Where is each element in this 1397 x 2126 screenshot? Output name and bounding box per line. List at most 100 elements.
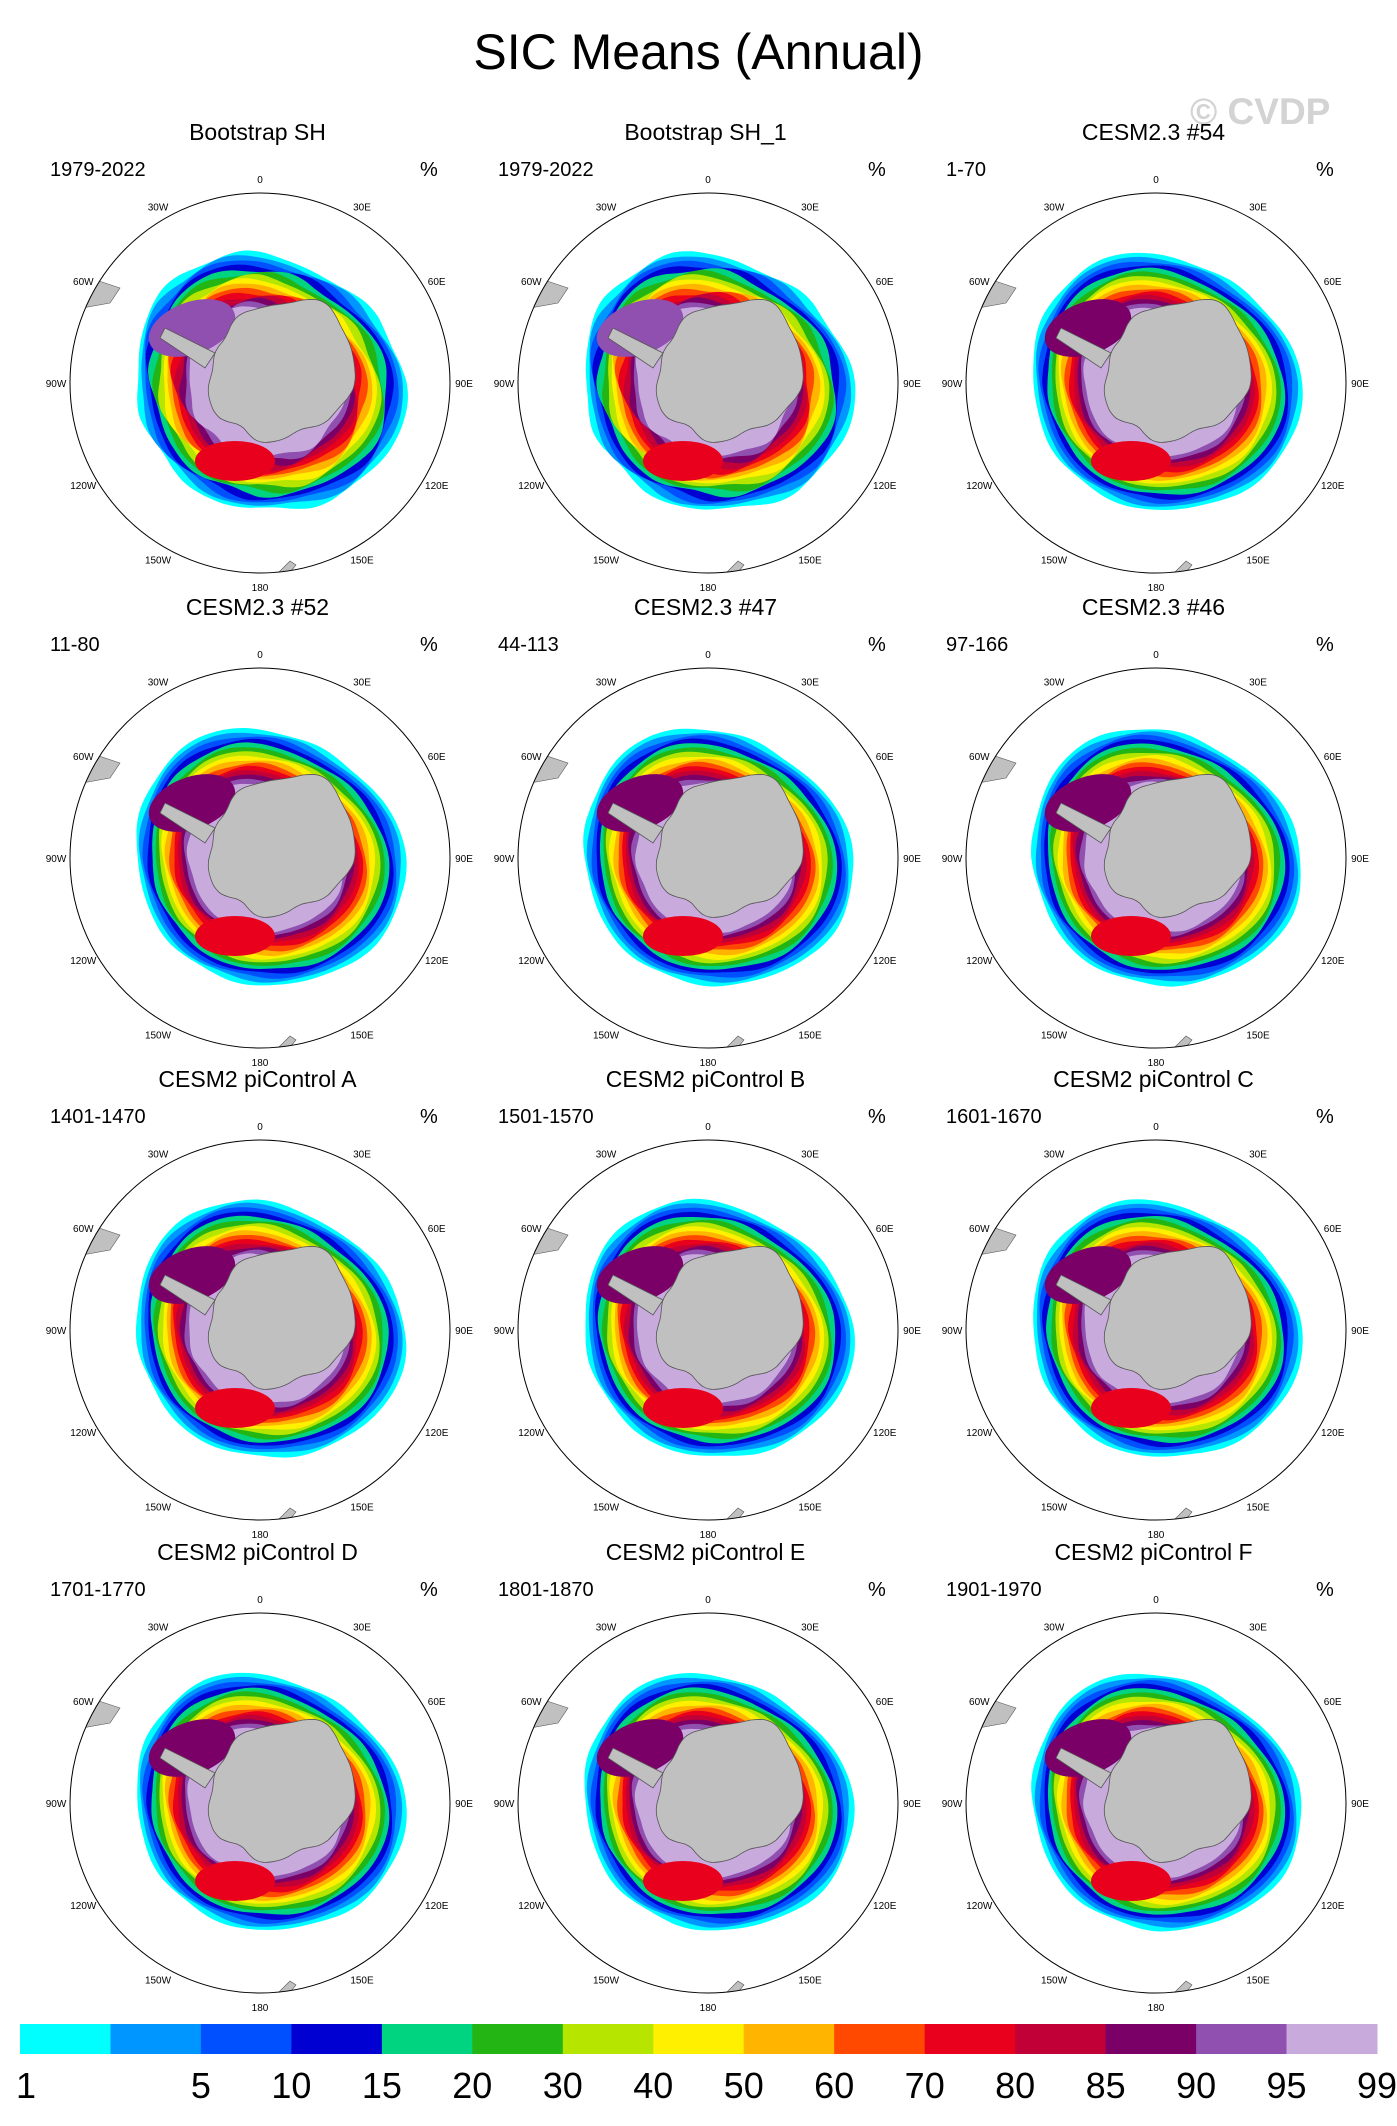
polar-map: 0 30E 60E 90E 120E 150E 180 150W 120W 90W 60W 30W [46, 1595, 474, 2014]
longitude-label: 30W [148, 202, 169, 213]
figure-title: SIC Means (Annual) [473, 24, 924, 80]
longitude-label: 90W [46, 379, 67, 390]
longitude-label: 150W [145, 1031, 172, 1042]
polar-map: 0 30E 60E 90E 120E 150E 180 150W 120W 90W 60W 30W [494, 175, 922, 594]
map-boundary [69, 667, 451, 1049]
longitude-label: 120W [70, 481, 97, 492]
new-zealand-land [277, 560, 297, 573]
colorbar-swatch [562, 2024, 654, 2054]
ross-sea-patch [195, 1861, 275, 1901]
colorbar-swatch [1196, 2024, 1288, 2054]
longitude-label: 120E [1321, 481, 1345, 492]
longitude-label: 180 [700, 2003, 717, 2014]
colorbar-level-label: 70 [905, 2065, 945, 2106]
ross-sea-patch [643, 1388, 723, 1428]
map-boundary [517, 1612, 899, 1994]
map-panel: CESM2 piControl C 1601-1670% 0 30E 60E 90E 120… [926, 1065, 1381, 1541]
polar-map: 0 30E 60E 90E 120E 150E 180 150W 120W 90W 60W 30W [494, 1122, 922, 1541]
longitude-label: 30E [1249, 677, 1267, 688]
longitude-label: 0 [257, 1595, 263, 1606]
longitude-label: 30W [1044, 202, 1065, 213]
longitude-label: 120W [70, 956, 97, 967]
longitude-label: 150E [798, 1503, 822, 1514]
longitude-label: 90W [494, 379, 515, 390]
new-zealand-land [725, 1035, 745, 1048]
longitude-label: 60W [521, 277, 542, 288]
longitude-label: 120W [518, 1428, 545, 1439]
longitude-label: 60E [428, 752, 446, 763]
longitude-label: 120W [966, 956, 993, 967]
ross-sea-patch [1091, 1388, 1171, 1428]
longitude-label: 0 [705, 1595, 711, 1606]
polar-map: 0 30E 60E 90E 120E 150E 180 150W 120W 90W 60W 30W [494, 1595, 922, 2014]
panel-period: 1801-1870 [498, 1579, 594, 1601]
longitude-label: 90W [942, 1799, 963, 1810]
longitude-label: 60E [428, 1224, 446, 1235]
longitude-label: 60E [428, 277, 446, 288]
longitude-label: 120E [425, 1901, 449, 1912]
antarctic-peninsula [1055, 327, 1112, 369]
longitude-label: 90E [903, 379, 921, 390]
longitude-label: 180 [1148, 1530, 1165, 1541]
panel-units: % [1316, 634, 1334, 656]
map-boundary [965, 192, 1347, 574]
longitude-label: 60W [73, 752, 94, 763]
antarctica-land [655, 298, 804, 443]
new-zealand-land [277, 1980, 297, 1993]
longitude-label: 0 [1153, 650, 1159, 661]
colorbar-level-label: 60 [814, 2065, 854, 2106]
polar-map: 0 30E 60E 90E 120E 150E 180 150W 120W 90W 60W 30W [942, 175, 1370, 594]
map-boundary [517, 192, 899, 574]
colorbar-level-label: 90 [1176, 2065, 1216, 2106]
ross-sea-patch [195, 1388, 275, 1428]
longitude-label: 120E [425, 1428, 449, 1439]
panel-title: CESM2 piControl B [605, 1066, 806, 1092]
longitude-label: 150W [145, 556, 172, 567]
longitude-label: 30W [1044, 1149, 1065, 1160]
longitude-label: 120W [70, 1428, 97, 1439]
colorbar-level-label: 30 [543, 2065, 583, 2106]
map-panel: CESM2 piControl E 1801-1870% 0 30E 60E 90E 120… [478, 1538, 933, 2014]
longitude-label: 60E [876, 1697, 894, 1708]
colorbar-level-label: 50 [724, 2065, 764, 2106]
panel-title: CESM2.3 #54 [1081, 119, 1226, 145]
longitude-label: 90E [903, 854, 921, 865]
longitude-label: 30E [353, 202, 371, 213]
antarctica-land [207, 773, 356, 918]
antarctic-peninsula [159, 1747, 216, 1789]
longitude-label: 30W [148, 677, 169, 688]
longitude-label: 90W [942, 379, 963, 390]
panel-title: CESM2.3 #47 [633, 594, 778, 620]
longitude-label: 0 [257, 175, 263, 186]
longitude-label: 150E [798, 1031, 822, 1042]
longitude-label: 180 [252, 583, 269, 594]
longitude-label: 150E [350, 1976, 374, 1987]
longitude-label: 90E [1351, 854, 1369, 865]
longitude-label: 180 [700, 1058, 717, 1069]
longitude-label: 120E [1321, 1428, 1345, 1439]
panel-units: % [868, 634, 886, 656]
longitude-label: 120E [1321, 956, 1345, 967]
new-zealand-land [1173, 560, 1193, 573]
longitude-label: 180 [252, 2003, 269, 2014]
panel-period: 1-70 [946, 159, 987, 181]
panel-units: % [420, 159, 438, 181]
colorbar-swatch [472, 2024, 564, 2054]
longitude-label: 60E [428, 1697, 446, 1708]
longitude-label: 30E [353, 1149, 371, 1160]
longitude-label: 60W [969, 752, 990, 763]
longitude-label: 120E [873, 1428, 897, 1439]
longitude-label: 150E [1246, 1503, 1270, 1514]
panel-period: 97-166 [946, 634, 1009, 656]
polar-map: 0 30E 60E 90E 120E 150E 180 150W 120W 90W 60W 30W [494, 650, 922, 1069]
colorbar-level-label: 99 [1357, 2065, 1397, 2106]
longitude-label: 120E [873, 956, 897, 967]
antarctic-peninsula [607, 1747, 664, 1789]
panel-period: 44-113 [498, 634, 559, 656]
map-panel: CESM2.3 #54 1-70% 0 30E 60E 90E 120E 150E 180 150… [926, 118, 1381, 594]
panel-title: Bootstrap SH_1 [624, 119, 787, 145]
polar-map: 0 30E 60E 90E 120E 150E 180 150W 120W 90W 60W 30W [46, 175, 474, 594]
ross-sea-patch [195, 916, 275, 956]
longitude-label: 90W [46, 1799, 67, 1810]
polar-map: 0 30E 60E 90E 120E 150E 180 150W 120W 90W 60W 30W [942, 1595, 1370, 2014]
